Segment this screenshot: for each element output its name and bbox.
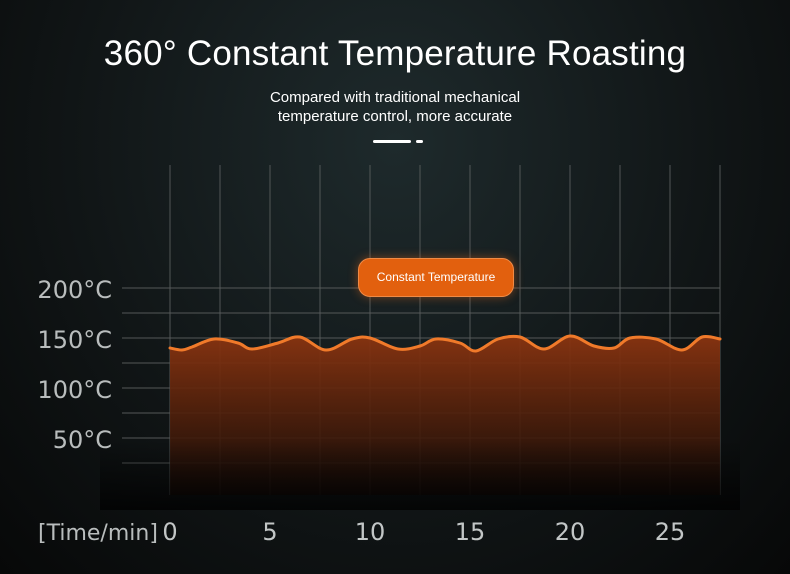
- y-tick-label: 100°C: [37, 376, 112, 404]
- bottom-fade: [100, 440, 740, 510]
- title-divider: [373, 140, 411, 143]
- page-title: 360° Constant Temperature Roasting: [103, 34, 687, 73]
- x-tick-label: 20: [555, 518, 586, 546]
- x-tick-label: 10: [355, 518, 386, 546]
- subtitle-line-2: temperature control, more accurate: [277, 108, 513, 125]
- x-tick-label: 15: [455, 518, 486, 546]
- x-tick-label: 25: [655, 518, 686, 546]
- y-tick-label: 150°C: [37, 326, 112, 354]
- x-axis-label: [Time/min]: [38, 521, 158, 546]
- x-tick-label: 5: [262, 518, 277, 546]
- subtitle: Compared with traditional mechanical tem…: [0, 88, 790, 126]
- y-tick-label: 200°C: [37, 276, 112, 304]
- x-axis-ticks: 0 5 10 15 20 25: [162, 518, 685, 546]
- bottom-shade: [100, 440, 740, 510]
- title-divider-dot: [416, 140, 423, 143]
- x-tick-label: 0: [162, 518, 177, 546]
- temperature-series-line: [168, 334, 722, 353]
- y-tick-label: 50°C: [53, 426, 112, 454]
- subtitle-line-1: Compared with traditional mechanical: [269, 89, 521, 106]
- constant-temperature-badge: Constant Temperature: [358, 258, 514, 297]
- y-axis-ticks: 200°C 150°C 100°C 50°C: [37, 276, 112, 454]
